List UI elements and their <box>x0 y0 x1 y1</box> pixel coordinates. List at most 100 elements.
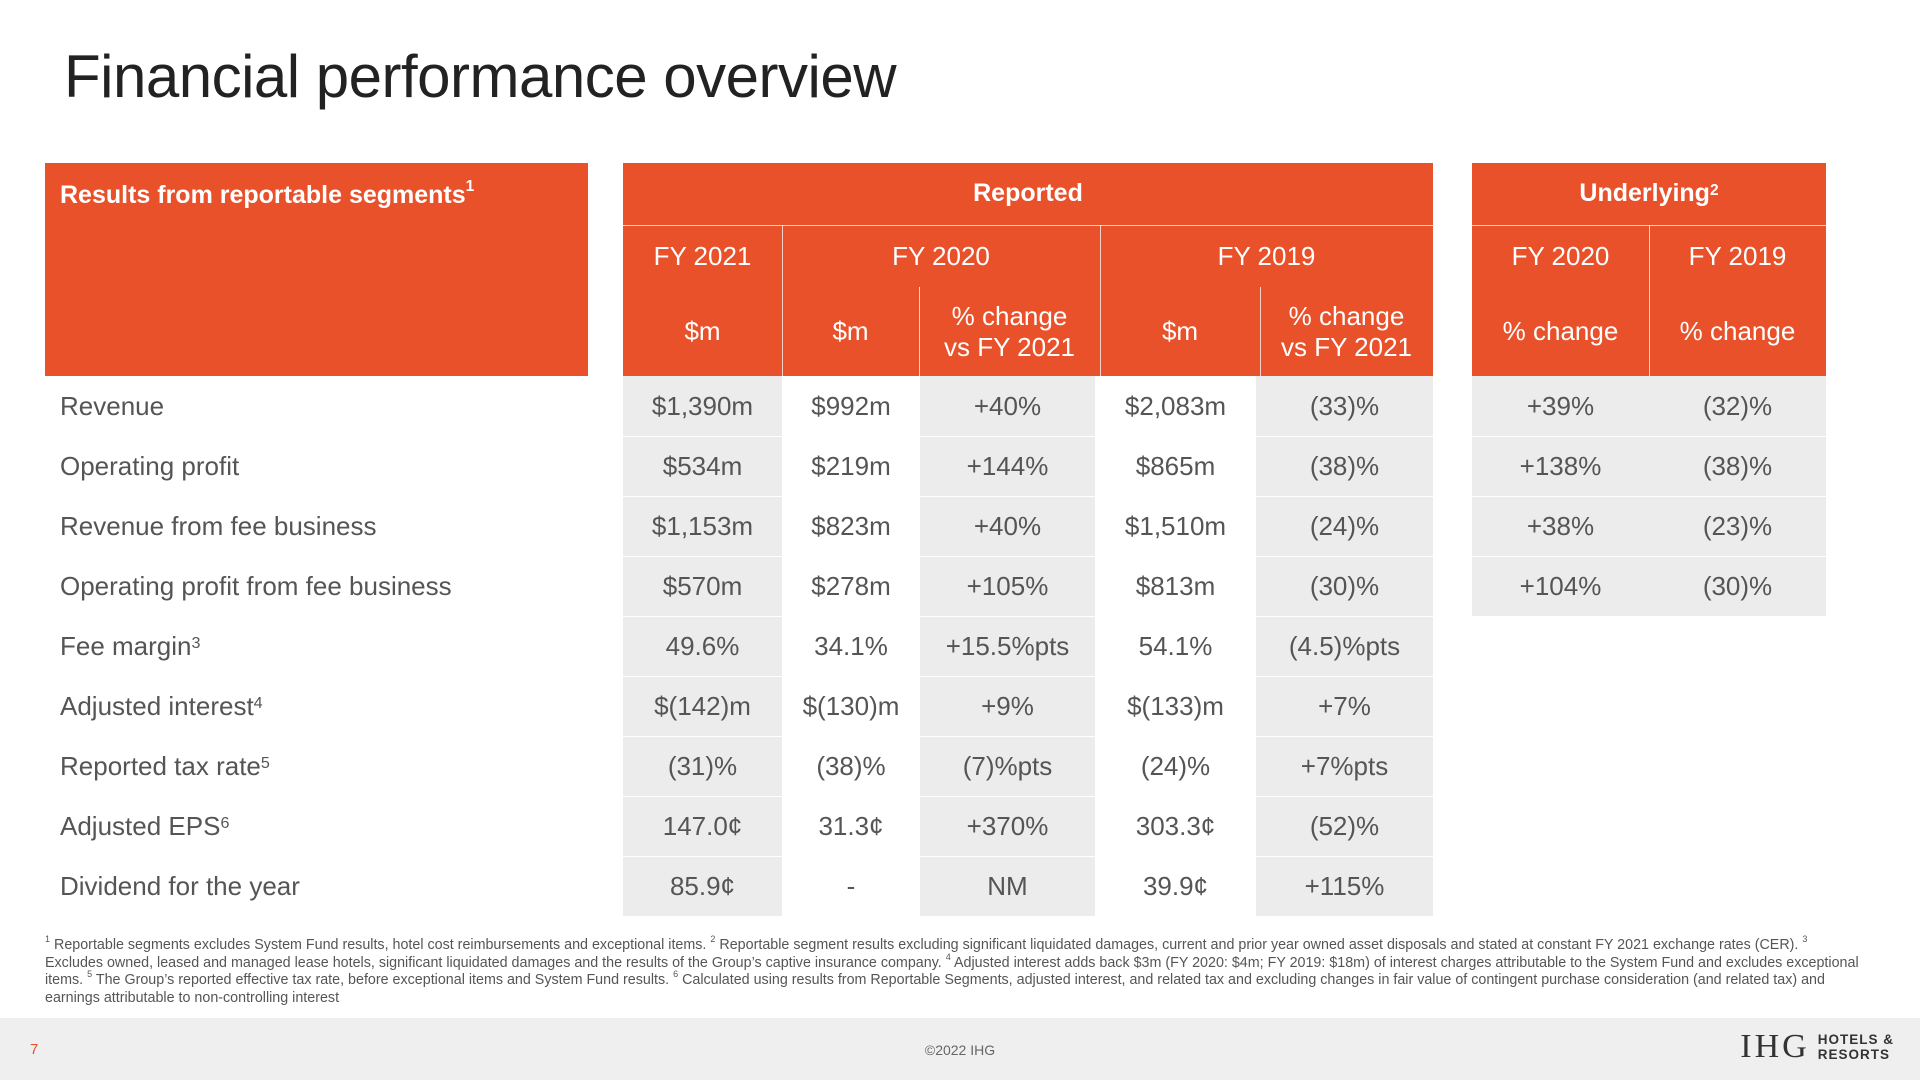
cell-fy2019: 39.9¢ <box>1142 870 1209 901</box>
cell-fy2021: $534m <box>662 450 743 481</box>
row-separator <box>1256 856 1433 857</box>
page-number: 7 <box>30 1041 39 1058</box>
row-label: Revenue from fee business <box>60 510 377 541</box>
cell-fy2019: 54.1% <box>1138 630 1213 661</box>
logo-text: HOTELS & RESORTS <box>1817 1032 1894 1062</box>
divider <box>1100 225 1101 376</box>
row-label: Adjusted interest 4 <box>60 690 263 721</box>
col-fy2020: FY 2020 <box>892 240 990 271</box>
row-separator <box>920 496 1095 497</box>
row-separator <box>1256 496 1433 497</box>
row-separator <box>623 796 782 797</box>
row-separator <box>1472 496 1826 497</box>
segments-header: Results from reportable segments1 <box>45 163 588 376</box>
col-u-fy2019: FY 2019 <box>1688 240 1787 271</box>
cell-fy2020: (38)% <box>816 750 886 781</box>
cell-fy2020-change: +144% <box>966 450 1049 481</box>
ihg-logo: IHG HOTELS & RESORTS <box>1740 1030 1894 1064</box>
row-separator <box>920 796 1095 797</box>
segments-header-label: Results from reportable segments1 <box>60 177 475 209</box>
shade-fy2020-change <box>920 376 1095 916</box>
cell-fy2021: (31)% <box>667 750 738 781</box>
col-fy2019: FY 2019 <box>1217 240 1316 271</box>
cell-underlying-fy2019: (30)% <box>1702 570 1773 601</box>
col-fy2019-m: $m <box>1161 316 1199 347</box>
cell-fy2020-change: +9% <box>981 690 1034 721</box>
cell-fy2020: $278m <box>811 570 891 601</box>
cell-underlying-fy2019: (23)% <box>1702 510 1773 541</box>
cell-fy2021: $570m <box>662 570 743 601</box>
footnote: 4 Adjusted interest adds back $3m (FY 20… <box>45 951 1859 988</box>
cell-fy2019-change: (4.5)%pts <box>1288 630 1401 661</box>
divider <box>623 225 1433 226</box>
cell-fy2021: $(142)m <box>654 690 751 721</box>
row-separator <box>1256 616 1433 617</box>
row-separator <box>1472 556 1826 557</box>
reported-label: Reported <box>973 179 1083 208</box>
col-fy2021-m: $m <box>684 316 721 347</box>
cell-fy2021: 85.9¢ <box>669 870 736 901</box>
col-u-fy2020: FY 2020 <box>1511 240 1610 271</box>
row-label: Reported tax rate 5 <box>60 750 270 781</box>
cell-fy2019: $813m <box>1135 570 1216 601</box>
footnotes: 1 Reportable segments excludes System Fu… <box>45 934 1865 1007</box>
cell-fy2019-change: (30)% <box>1309 570 1380 601</box>
row-separator <box>623 736 782 737</box>
reported-header: Reported FY 2021 FY 2020 FY 2019 $m $m %… <box>623 163 1433 376</box>
row-separator <box>1472 436 1826 437</box>
row-separator <box>623 556 782 557</box>
footnote: 3 Excludes owned, leased and managed lea… <box>45 934 1808 971</box>
cell-underlying-fy2020: +138% <box>1519 450 1602 481</box>
page-title: Financial performance overview <box>64 43 897 110</box>
row-label: Operating profit from fee business <box>60 570 452 601</box>
row-separator <box>1256 676 1433 677</box>
shade-fy2021 <box>623 376 782 916</box>
row-separator <box>920 616 1095 617</box>
cell-fy2020: 34.1% <box>814 630 888 661</box>
cell-fy2019: 303.3¢ <box>1135 810 1216 841</box>
row-separator <box>1256 796 1433 797</box>
cell-fy2019-change: +7% <box>1318 690 1371 721</box>
cell-fy2020: $(130)m <box>802 690 900 721</box>
row-separator <box>920 676 1095 677</box>
row-label: Dividend for the year <box>60 870 300 901</box>
cell-fy2021: $1,153m <box>651 510 754 541</box>
cell-fy2020: 31.3¢ <box>818 810 884 841</box>
col-u-fy2019-change: % change <box>1679 316 1796 347</box>
underlying-label: Underlying 2 <box>1579 179 1719 208</box>
row-separator <box>1256 736 1433 737</box>
row-separator <box>1256 556 1433 557</box>
row-separator <box>920 556 1095 557</box>
row-label: Fee margin 3 <box>60 630 201 661</box>
cell-fy2019: $2,083m <box>1124 390 1227 421</box>
shade-fy2019-change <box>1256 376 1433 916</box>
row-label: Operating profit <box>60 450 240 481</box>
cell-fy2019: (24)% <box>1140 750 1211 781</box>
underlying-header: Underlying 2 FY 2020 FY 2019 % change % c… <box>1472 163 1826 376</box>
row-label: Adjusted EPS 6 <box>60 810 230 841</box>
col-fy2021: FY 2021 <box>653 240 752 271</box>
footnote: 5 The Group’s reported effective tax rat… <box>87 969 670 988</box>
row-separator <box>623 616 782 617</box>
divider <box>782 225 783 376</box>
cell-fy2020: $219m <box>811 450 891 481</box>
row-separator <box>920 736 1095 737</box>
cell-fy2019-change: (52)% <box>1309 810 1380 841</box>
row-separator <box>623 856 782 857</box>
cell-fy2019-change: +115% <box>1304 870 1385 901</box>
row-separator <box>1256 436 1433 437</box>
cell-fy2020-change: +40% <box>973 510 1042 541</box>
cell-underlying-fy2020: +104% <box>1519 570 1602 601</box>
row-separator <box>623 436 782 437</box>
cell-fy2019: $(133)m <box>1127 690 1224 721</box>
cell-fy2021: 147.0¢ <box>662 810 743 841</box>
logo-mark: IHG <box>1740 1028 1810 1065</box>
cell-fy2019-change: +7%pts <box>1300 750 1389 781</box>
cell-fy2021: 49.6% <box>665 630 740 661</box>
cell-fy2019-change: (24)% <box>1309 510 1380 541</box>
cell-fy2020: $823m <box>811 510 891 541</box>
cell-fy2021: $1,390m <box>651 390 754 421</box>
cell-fy2020-change: +105% <box>966 570 1049 601</box>
cell-fy2020: - <box>846 870 856 901</box>
cell-fy2020-change: +370% <box>966 810 1049 841</box>
